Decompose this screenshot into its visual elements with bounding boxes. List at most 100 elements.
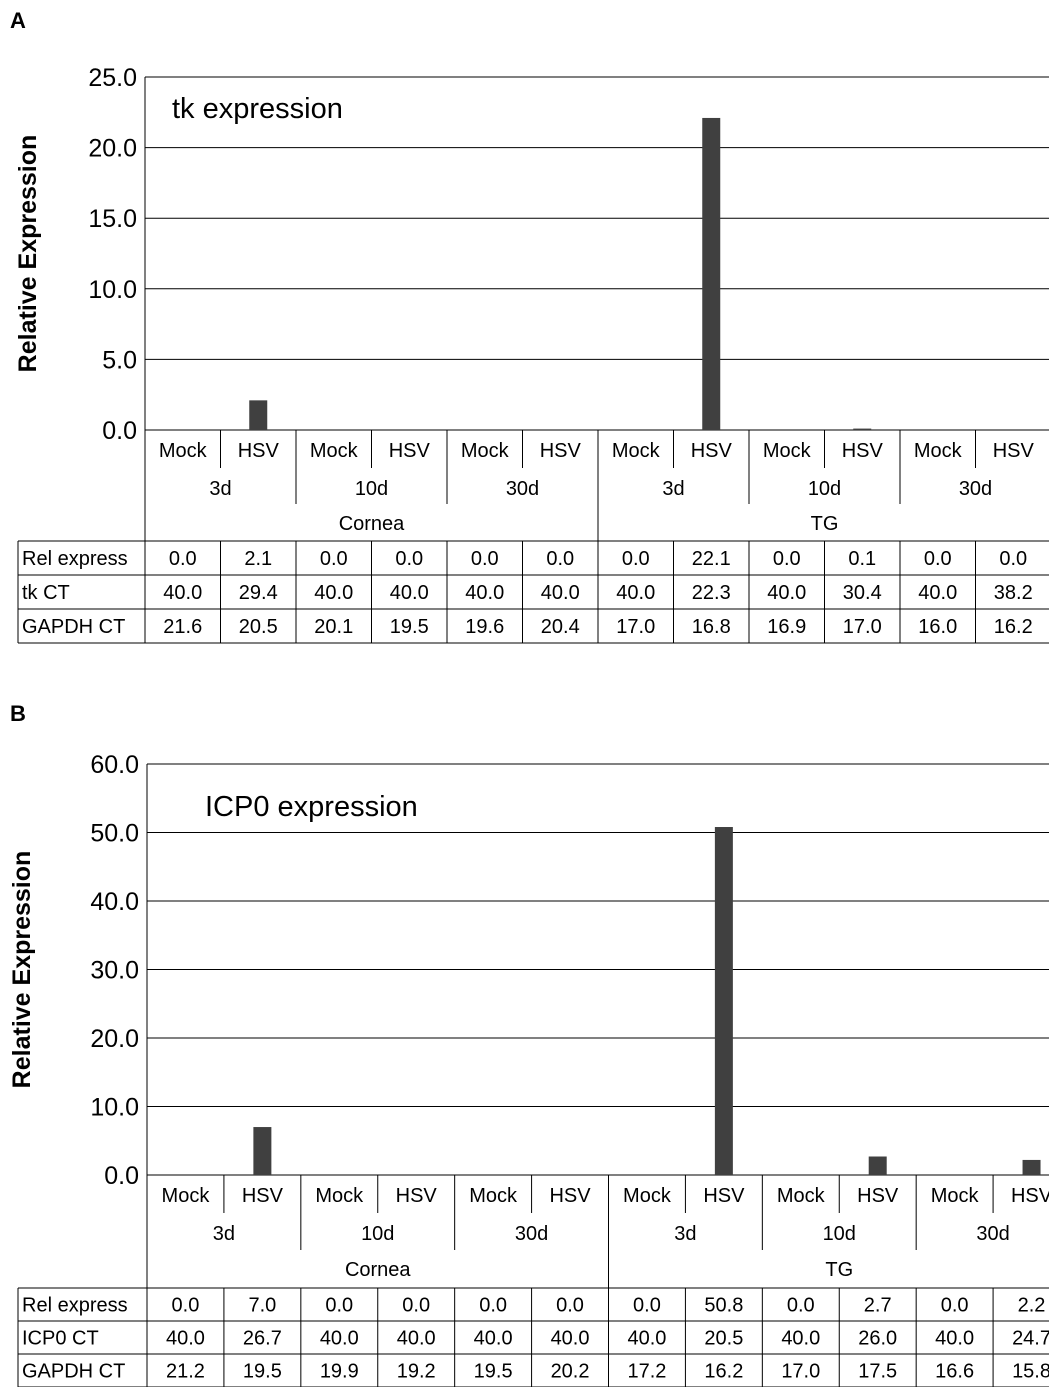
table-cell: 40.0 bbox=[918, 582, 957, 604]
y-tick-label: 40.0 bbox=[90, 888, 139, 916]
table-cell: 19.2 bbox=[397, 1361, 436, 1383]
bar bbox=[714, 827, 733, 1175]
table-cell: 40.0 bbox=[397, 1328, 436, 1350]
category-label: Mock bbox=[159, 440, 208, 462]
table-cell: 17.5 bbox=[858, 1361, 897, 1383]
table-cell: 40.0 bbox=[314, 582, 353, 604]
chart-annotation: ICP0 expression bbox=[205, 791, 418, 823]
category-label: Mock bbox=[612, 440, 661, 462]
table-cell: 17.0 bbox=[843, 616, 882, 638]
timepoint-label: 10d bbox=[355, 478, 388, 500]
bar bbox=[1022, 1159, 1041, 1175]
category-label: HSV bbox=[842, 440, 884, 462]
category-label: HSV bbox=[691, 440, 733, 462]
table-row-label: Rel express bbox=[22, 1295, 128, 1317]
timepoint-label: 3d bbox=[674, 1223, 696, 1245]
table-cell: 20.1 bbox=[314, 616, 353, 638]
table-cell: 16.0 bbox=[918, 616, 957, 638]
table-cell: 21.6 bbox=[163, 616, 202, 638]
bar bbox=[853, 428, 872, 430]
table-cell: 17.0 bbox=[781, 1361, 820, 1383]
category-label: HSV bbox=[238, 440, 280, 462]
table-cell: 29.4 bbox=[239, 582, 278, 604]
panel-letter: B bbox=[10, 701, 26, 726]
table-cell: 20.2 bbox=[551, 1361, 590, 1383]
table-cell: 30.4 bbox=[843, 582, 882, 604]
table-cell: 20.5 bbox=[704, 1328, 743, 1350]
table-cell: 40.0 bbox=[166, 1328, 205, 1350]
timepoint-label: 3d bbox=[662, 478, 684, 500]
tissue-label: TG bbox=[811, 513, 839, 535]
table-cell: 40.0 bbox=[781, 1328, 820, 1350]
table-cell: 0.0 bbox=[941, 1295, 969, 1317]
table-cell: 16.6 bbox=[935, 1361, 974, 1383]
table-row-label: Rel express bbox=[22, 548, 128, 570]
table-cell: 40.0 bbox=[163, 582, 202, 604]
panel-b: B 0.0 10.0 20.0 30.0 40.0 50.0 60.0 Relative Ex… bbox=[0, 693, 1049, 1387]
table-cell: 26.0 bbox=[858, 1328, 897, 1350]
y-axis-title: Relative Expression bbox=[8, 851, 36, 1089]
category-label: HSV bbox=[993, 440, 1035, 462]
y-tick-label: 5.0 bbox=[102, 346, 137, 374]
table-cell: 0.0 bbox=[556, 1295, 584, 1317]
table-cell: 24.7 bbox=[1012, 1328, 1049, 1350]
timepoint-label: 30d bbox=[976, 1223, 1009, 1245]
y-tick-label: 50.0 bbox=[90, 820, 139, 848]
table-cell: 0.0 bbox=[622, 548, 650, 570]
table-cell: 0.0 bbox=[479, 1295, 507, 1317]
category-label: Mock bbox=[162, 1185, 211, 1207]
bar bbox=[702, 117, 721, 430]
table-cell: 2.7 bbox=[864, 1295, 892, 1317]
category-label: Mock bbox=[931, 1185, 980, 1207]
category-label: HSV bbox=[396, 1185, 438, 1207]
table-cell: 0.0 bbox=[395, 548, 423, 570]
category-label: HSV bbox=[540, 440, 582, 462]
category-label: HSV bbox=[703, 1185, 745, 1207]
table-cell: 0.1 bbox=[848, 548, 876, 570]
chart-annotation: tk expression bbox=[172, 93, 343, 125]
table-cell: 0.0 bbox=[471, 548, 499, 570]
y-tick-label: 60.0 bbox=[90, 751, 139, 779]
table-cell: 40.0 bbox=[551, 1328, 590, 1350]
table-cell: 40.0 bbox=[474, 1328, 513, 1350]
table-cell: 19.5 bbox=[474, 1361, 513, 1383]
table-cell: 22.1 bbox=[692, 548, 731, 570]
tissue-label: Cornea bbox=[339, 513, 405, 535]
table-cell: 0.0 bbox=[773, 548, 801, 570]
category-label: Mock bbox=[469, 1185, 518, 1207]
table-cell: 0.0 bbox=[999, 548, 1027, 570]
table-cell: 0.0 bbox=[633, 1295, 661, 1317]
table-cell: 40.0 bbox=[935, 1328, 974, 1350]
tk-expression-chart: 0.0 5.0 10.0 15.0 20.0 25.0 Relative Expressio… bbox=[14, 64, 1049, 644]
category-label: Mock bbox=[777, 1185, 826, 1207]
table-row-label: GAPDH CT bbox=[22, 1361, 125, 1383]
y-tick-label: 10.0 bbox=[88, 276, 137, 304]
timepoint-label: 10d bbox=[823, 1223, 856, 1245]
table-cell: 7.0 bbox=[248, 1295, 276, 1317]
table-cell: 16.8 bbox=[692, 616, 731, 638]
y-tick-label: 15.0 bbox=[88, 205, 137, 233]
table-row-label: GAPDH CT bbox=[22, 616, 125, 638]
table-cell: 40.0 bbox=[390, 582, 429, 604]
table-cell: 40.0 bbox=[465, 582, 504, 604]
table-cell: 16.2 bbox=[704, 1361, 743, 1383]
category-label: Mock bbox=[623, 1185, 672, 1207]
category-label: Mock bbox=[310, 440, 359, 462]
table-cell: 50.8 bbox=[704, 1295, 743, 1317]
y-tick-label: 30.0 bbox=[90, 957, 139, 985]
table-cell: 0.0 bbox=[546, 548, 574, 570]
category-label: Mock bbox=[763, 440, 812, 462]
category-label: Mock bbox=[461, 440, 510, 462]
tissue-label: TG bbox=[825, 1259, 853, 1281]
panel-letter: A bbox=[10, 8, 26, 33]
y-tick-label: 0.0 bbox=[104, 1162, 139, 1190]
table-cell: 16.9 bbox=[767, 616, 806, 638]
bar bbox=[249, 400, 268, 430]
category-label: HSV bbox=[857, 1185, 899, 1207]
table-cell: 0.0 bbox=[924, 548, 952, 570]
table-cell: 0.0 bbox=[172, 1295, 200, 1317]
category-label: Mock bbox=[914, 440, 963, 462]
table-cell: 19.9 bbox=[320, 1361, 359, 1383]
category-label: HSV bbox=[1011, 1185, 1049, 1207]
y-tick-label: 0.0 bbox=[102, 417, 137, 445]
